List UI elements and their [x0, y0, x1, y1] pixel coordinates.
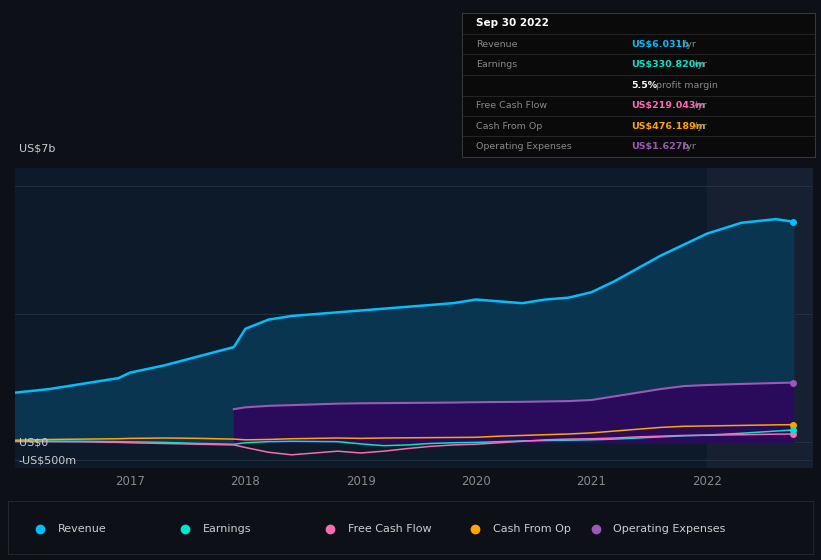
Text: Earnings: Earnings	[476, 60, 517, 69]
Text: Operating Expenses: Operating Expenses	[613, 524, 726, 534]
Text: Cash From Op: Cash From Op	[476, 122, 543, 131]
Text: /yr: /yr	[681, 142, 696, 151]
Text: /yr: /yr	[691, 101, 707, 110]
Text: US$7b: US$7b	[19, 143, 55, 153]
Text: /yr: /yr	[681, 40, 696, 49]
Text: Free Cash Flow: Free Cash Flow	[476, 101, 548, 110]
Text: US$6.031b: US$6.031b	[631, 40, 690, 49]
Text: US$476.189m: US$476.189m	[631, 122, 706, 131]
Text: US$219.043m: US$219.043m	[631, 101, 705, 110]
Text: Earnings: Earnings	[203, 524, 251, 534]
Bar	[707, 168, 813, 468]
Text: -US$500m: -US$500m	[19, 455, 77, 465]
Text: profit margin: profit margin	[654, 81, 718, 90]
Text: Operating Expenses: Operating Expenses	[476, 142, 572, 151]
Text: Revenue: Revenue	[476, 40, 517, 49]
Text: Free Cash Flow: Free Cash Flow	[348, 524, 431, 534]
Text: Cash From Op: Cash From Op	[493, 524, 571, 534]
Text: US$1.627b: US$1.627b	[631, 142, 690, 151]
Text: Sep 30 2022: Sep 30 2022	[476, 18, 549, 29]
Text: 5.5%: 5.5%	[631, 81, 658, 90]
Text: Revenue: Revenue	[58, 524, 107, 534]
Text: /yr: /yr	[691, 60, 707, 69]
Text: /yr: /yr	[691, 122, 707, 131]
Text: US$330.820m: US$330.820m	[631, 60, 705, 69]
Text: US$0: US$0	[19, 437, 48, 447]
